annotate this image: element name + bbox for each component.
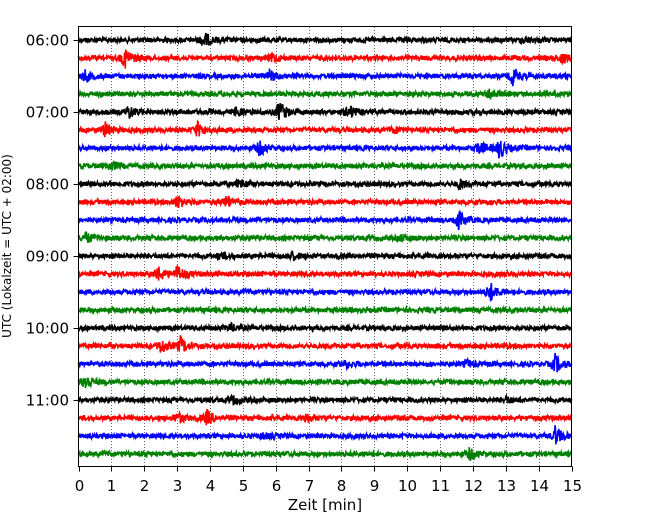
trace-0845 (77, 231, 573, 244)
trace-0600 (77, 32, 573, 46)
x-tick-label-4: 4 (206, 477, 216, 495)
x-tick-label-8: 8 (337, 477, 347, 495)
trace-0615 (77, 49, 573, 69)
trace-0945 (77, 304, 572, 316)
plot-frame (78, 26, 572, 467)
x-tick-label-7: 7 (305, 477, 315, 495)
x-tick-label-11: 11 (431, 477, 450, 495)
x-tick-label-14: 14 (530, 477, 549, 495)
x-tick-label-9: 9 (370, 477, 380, 495)
x-tick-label-15: 15 (563, 477, 582, 495)
y-tick-label-1000: 10:00 (26, 320, 69, 338)
y-tick-label-0800: 08:00 (26, 176, 69, 194)
y-tick-label-0700: 07:00 (26, 104, 69, 122)
x-tick-label-2: 2 (140, 477, 150, 495)
y-tick-label-0600: 06:00 (26, 32, 69, 50)
trace-0700 (77, 102, 573, 121)
y-axis-label: UTC (Lokalzeit = UTC + 02:00) (0, 154, 14, 338)
trace-0715 (77, 119, 573, 138)
trace-0630 (77, 68, 573, 87)
x-tick-label-12: 12 (464, 477, 483, 495)
y-tick-label-1100: 11:00 (26, 392, 69, 410)
x-tick-label-5: 5 (239, 477, 249, 495)
trace-0730 (77, 140, 573, 159)
trace-1000 (77, 321, 572, 334)
trace-1015 (77, 335, 573, 353)
x-tick-label-10: 10 (398, 477, 417, 495)
trace-1100 (77, 393, 573, 407)
trace-0745 (77, 160, 573, 172)
x-tick-label-6: 6 (272, 477, 282, 495)
trace-0645 (77, 88, 573, 100)
trace-1030 (77, 352, 573, 373)
trace-0815 (77, 194, 573, 208)
trace-1130 (77, 425, 573, 445)
trace-0830 (77, 209, 573, 231)
trace-0800 (77, 177, 573, 192)
y-axis-ticks: 06:00 07:00 08:00 09:00 10:00 11:00 (26, 32, 79, 410)
trace-1045 (77, 376, 573, 389)
x-tick-label-13: 13 (497, 477, 516, 495)
seismogram-traces (77, 32, 573, 461)
x-tick-label-0: 0 (75, 477, 85, 495)
x-axis-ticks: 0 1 2 3 4 5 6 7 8 9 10 11 12 13 14 15 (75, 466, 582, 495)
trace-0930 (77, 283, 573, 302)
x-tick-label-1: 1 (107, 477, 117, 495)
grid (111, 27, 540, 466)
x-tick-label-3: 3 (173, 477, 183, 495)
trace-0915 (77, 264, 573, 281)
x-axis-label: Zeit [min] (288, 496, 362, 514)
trace-1145 (77, 447, 573, 461)
trace-0900 (77, 250, 573, 262)
trace-1115 (77, 408, 573, 426)
y-tick-label-0900: 09:00 (26, 248, 69, 266)
